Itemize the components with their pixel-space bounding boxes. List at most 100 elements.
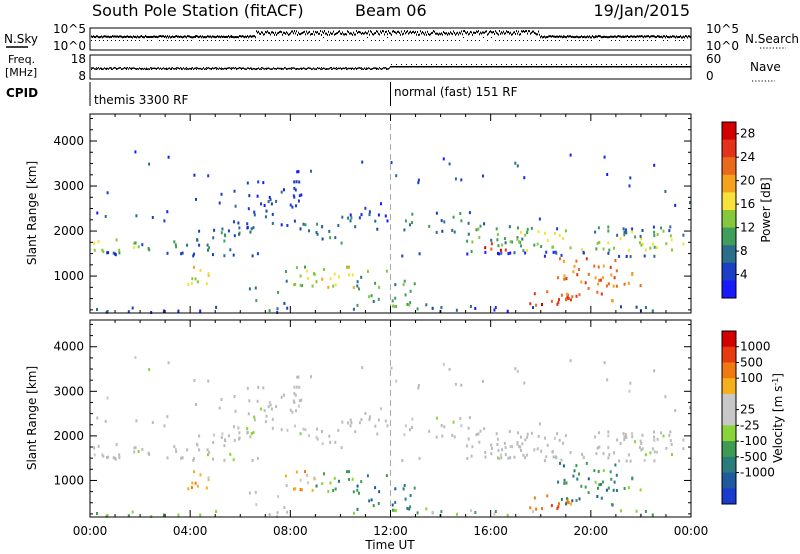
power-colorbar-tick: 24	[740, 150, 755, 164]
power-cell	[627, 281, 630, 285]
nsky-mark	[167, 35, 168, 38]
nsearch-mark	[507, 40, 508, 41]
nave-mark	[426, 64, 427, 65]
nsky-mark	[459, 31, 460, 34]
nsearch-mark	[147, 40, 148, 41]
freq-mark	[613, 66, 614, 68]
velocity-cell	[597, 431, 600, 435]
freq-mark	[288, 67, 289, 70]
velocity-cell	[360, 480, 363, 484]
power-cell	[656, 233, 659, 237]
nsearch-mark	[291, 40, 292, 41]
power-cell	[297, 170, 300, 174]
nsky-mark	[347, 30, 348, 33]
power-cell	[191, 277, 194, 281]
velocity-cell	[302, 427, 305, 431]
velocity-cell	[390, 366, 393, 370]
nsky-mark	[138, 36, 139, 39]
velocity-cell	[506, 513, 509, 517]
nsearch-mark	[299, 40, 300, 41]
nsky-mark	[660, 35, 661, 38]
nsky-mark	[320, 30, 321, 33]
nave-mark	[476, 64, 477, 65]
freq-mark	[119, 67, 120, 69]
nsky-mark	[350, 32, 351, 35]
velocity-cell	[524, 456, 527, 460]
freq-mark	[235, 67, 236, 69]
freq-mark	[534, 66, 535, 68]
velocity-cell	[257, 385, 260, 389]
freq-mark	[505, 66, 506, 68]
freq-mark	[118, 67, 119, 70]
freq-mark	[469, 66, 470, 68]
freq-mark	[125, 67, 126, 70]
freq-mark	[675, 66, 676, 68]
power-cell	[516, 237, 519, 241]
nsky-mark	[420, 30, 421, 33]
freq-mark	[504, 66, 505, 68]
nsearch-mark	[499, 40, 500, 41]
power-cell	[516, 236, 519, 240]
velocity-cell	[233, 395, 236, 398]
freq-mark	[645, 66, 646, 68]
nsky-mark	[322, 30, 323, 33]
nsky-mark	[649, 36, 650, 39]
freq-mark	[204, 68, 205, 70]
nsky-mark	[490, 30, 491, 33]
freq-mark	[299, 68, 300, 70]
nsky-mark	[227, 36, 228, 39]
power-cell	[166, 251, 169, 255]
velocity-cell	[310, 375, 312, 379]
power-cell	[425, 303, 428, 307]
velocity-cell	[565, 481, 568, 485]
freq-mark	[95, 68, 96, 70]
freq-mark	[630, 66, 631, 68]
power-cell	[497, 251, 499, 255]
power-cell	[431, 306, 434, 310]
freq-mark	[565, 66, 566, 68]
freq-mark	[617, 66, 618, 68]
nsearch-mark	[527, 40, 528, 41]
nsky-mark	[651, 35, 652, 38]
nave-mark	[646, 64, 647, 65]
nsky-mark	[107, 35, 108, 38]
nsearch-mark	[255, 40, 256, 41]
power-cell	[193, 265, 195, 269]
nsky-mark	[247, 35, 248, 38]
freq-mark	[478, 66, 479, 68]
nsearch-mark	[663, 40, 664, 41]
power-cell	[232, 253, 235, 257]
velocity-cell	[578, 472, 580, 476]
velocity-cell	[199, 513, 202, 517]
velocity-cell	[660, 431, 662, 435]
freq-mark	[174, 68, 175, 70]
power-cell	[196, 280, 199, 284]
power-cell	[509, 251, 512, 255]
freq-mark	[94, 68, 95, 70]
freq-mark	[320, 68, 321, 70]
nsky-mark	[264, 33, 265, 36]
freq-mark	[574, 66, 575, 68]
nsky-mark	[267, 30, 268, 33]
power-cell	[212, 253, 214, 257]
nsky-mark	[102, 36, 103, 39]
velocity-cell	[490, 452, 493, 456]
nsearch-mark	[159, 40, 160, 41]
nsky-mark	[486, 30, 487, 33]
freq-mark	[237, 67, 238, 70]
power-cell	[294, 188, 297, 192]
velocity-cell	[556, 432, 559, 436]
freq-mark	[331, 67, 332, 69]
power-cell	[616, 233, 619, 237]
power-cell	[629, 255, 632, 259]
nsky-mark	[329, 33, 330, 36]
nsky-mark	[332, 32, 333, 35]
nsearch-mark	[547, 40, 548, 41]
freq-mark	[519, 66, 520, 68]
power-cell	[321, 225, 323, 228]
power-cell	[495, 227, 498, 231]
freq-mark	[670, 66, 671, 68]
nsky-mark	[363, 32, 364, 35]
nsky-mark	[254, 35, 255, 38]
